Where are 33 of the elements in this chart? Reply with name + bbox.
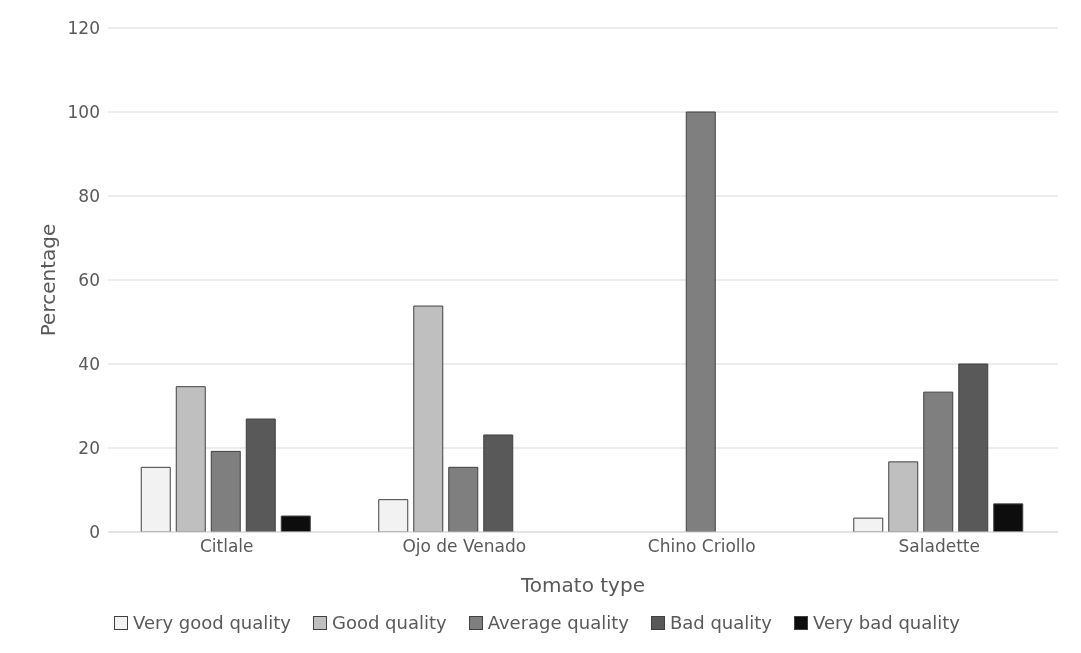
bar xyxy=(140,466,171,532)
y-tick-label: 80 xyxy=(78,186,100,207)
bar xyxy=(175,386,206,532)
bar xyxy=(958,363,989,532)
x-axis-title: Tomato type xyxy=(520,573,645,597)
x-tick-label: Chino Criollo xyxy=(647,536,756,557)
y-tick-label: 120 xyxy=(67,18,100,39)
y-tick-label: 100 xyxy=(67,102,100,123)
legend-label: Bad quality xyxy=(669,612,773,633)
y-tick-label: 60 xyxy=(78,270,100,291)
legend-label: Average quality xyxy=(487,612,629,633)
legend-label: Very bad quality xyxy=(813,612,960,633)
x-tick-label: Saladette xyxy=(898,536,980,557)
bar xyxy=(448,466,479,532)
bar xyxy=(413,305,444,532)
y-tick-label: 40 xyxy=(78,354,100,375)
bar xyxy=(993,503,1024,532)
y-tick-label: 0 xyxy=(89,522,100,543)
bar xyxy=(888,461,919,532)
y-axis-title: Percentage xyxy=(36,223,61,337)
bar xyxy=(280,515,311,532)
bar xyxy=(210,450,241,532)
bar xyxy=(378,499,409,532)
bar xyxy=(483,434,514,532)
bar xyxy=(923,391,954,532)
bar xyxy=(245,418,276,532)
x-tick-label: Ojo de Venado xyxy=(402,536,527,557)
y-tick-label: 20 xyxy=(78,438,100,459)
bar xyxy=(853,517,884,532)
legend-label: Very good quality xyxy=(133,612,291,633)
x-tick-label: Citlale xyxy=(199,536,254,557)
bar xyxy=(685,111,716,532)
legend-label: Good quality xyxy=(331,612,447,633)
